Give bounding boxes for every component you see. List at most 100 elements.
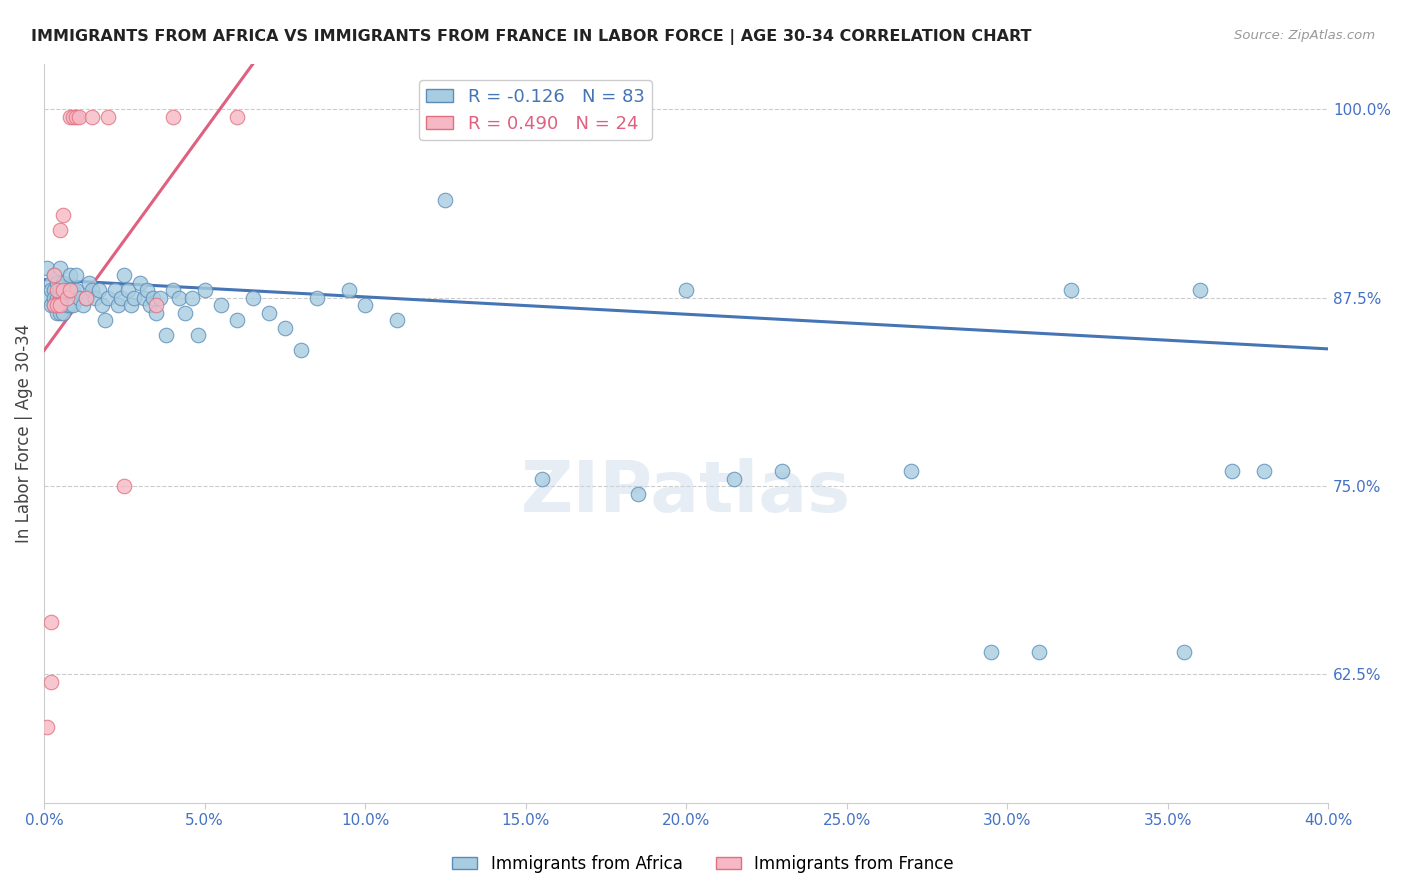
Point — [62, 283, 84, 297]
Legend: R = -0.126   N = 83, R = 0.490   N = 24: R = -0.126 N = 83, R = 0.490 N = 24 — [419, 80, 652, 140]
Point — [1220, 464, 1243, 478]
Point — [225, 110, 247, 124]
Point — [52, 291, 75, 305]
Point — [87, 283, 110, 297]
Point — [290, 343, 312, 358]
Point — [82, 283, 104, 297]
Point — [59, 298, 82, 312]
Point — [49, 283, 72, 297]
Point — [39, 283, 62, 297]
Legend: Immigrants from Africa, Immigrants from France: Immigrants from Africa, Immigrants from … — [446, 848, 960, 880]
Point — [129, 276, 152, 290]
Point — [49, 306, 72, 320]
Point — [77, 276, 100, 290]
Point — [59, 110, 82, 124]
Point — [39, 298, 62, 312]
Point — [82, 110, 104, 124]
Point — [97, 110, 120, 124]
Point — [980, 645, 1002, 659]
Point — [209, 298, 232, 312]
Point — [104, 283, 127, 297]
Point — [112, 479, 135, 493]
Point — [675, 283, 697, 297]
Point — [139, 298, 162, 312]
Point — [90, 298, 112, 312]
Point — [46, 306, 69, 320]
Point — [84, 291, 107, 305]
Point — [46, 276, 69, 290]
Point — [55, 291, 77, 305]
Point — [65, 268, 87, 282]
Point — [135, 283, 157, 297]
Point — [180, 291, 202, 305]
Text: ZIPatlas: ZIPatlas — [522, 458, 851, 527]
Point — [122, 291, 145, 305]
Point — [1253, 464, 1275, 478]
Point — [65, 283, 87, 297]
Point — [1188, 283, 1211, 297]
Point — [42, 298, 65, 312]
Point — [194, 283, 217, 297]
Point — [67, 110, 90, 124]
Point — [305, 291, 328, 305]
Point — [39, 276, 62, 290]
Point — [145, 298, 167, 312]
Text: IMMIGRANTS FROM AFRICA VS IMMIGRANTS FROM FRANCE IN LABOR FORCE | AGE 30-34 CORR: IMMIGRANTS FROM AFRICA VS IMMIGRANTS FRO… — [31, 29, 1032, 45]
Point — [174, 306, 197, 320]
Point — [37, 260, 59, 275]
Point — [257, 306, 280, 320]
Point — [65, 110, 87, 124]
Point — [42, 268, 65, 282]
Point — [97, 291, 120, 305]
Point — [120, 298, 142, 312]
Point — [337, 283, 360, 297]
Point — [59, 283, 82, 297]
Point — [149, 291, 172, 305]
Point — [62, 110, 84, 124]
Point — [46, 291, 69, 305]
Point — [39, 675, 62, 690]
Point — [49, 223, 72, 237]
Point — [354, 298, 377, 312]
Point — [46, 298, 69, 312]
Point — [94, 313, 117, 327]
Point — [770, 464, 793, 478]
Point — [112, 268, 135, 282]
Point — [49, 260, 72, 275]
Point — [75, 291, 97, 305]
Point — [162, 283, 184, 297]
Point — [42, 291, 65, 305]
Point — [145, 306, 167, 320]
Point — [132, 291, 155, 305]
Point — [42, 283, 65, 297]
Point — [46, 283, 69, 297]
Point — [52, 208, 75, 222]
Point — [387, 313, 409, 327]
Point — [59, 268, 82, 282]
Point — [1173, 645, 1195, 659]
Point — [75, 291, 97, 305]
Point — [72, 298, 94, 312]
Point — [62, 298, 84, 312]
Point — [1028, 645, 1050, 659]
Point — [110, 291, 132, 305]
Point — [55, 283, 77, 297]
Point — [434, 193, 457, 207]
Point — [107, 298, 129, 312]
Point — [37, 291, 59, 305]
Point — [225, 313, 247, 327]
Point — [242, 291, 264, 305]
Text: Source: ZipAtlas.com: Source: ZipAtlas.com — [1234, 29, 1375, 42]
Point — [52, 276, 75, 290]
Point — [274, 320, 297, 334]
Point — [900, 464, 922, 478]
Point — [42, 298, 65, 312]
Point — [49, 291, 72, 305]
Point — [723, 471, 745, 485]
Point — [49, 298, 72, 312]
Point — [142, 291, 165, 305]
Point — [627, 486, 650, 500]
Y-axis label: In Labor Force | Age 30-34: In Labor Force | Age 30-34 — [15, 324, 32, 543]
Point — [530, 471, 553, 485]
Point — [37, 720, 59, 734]
